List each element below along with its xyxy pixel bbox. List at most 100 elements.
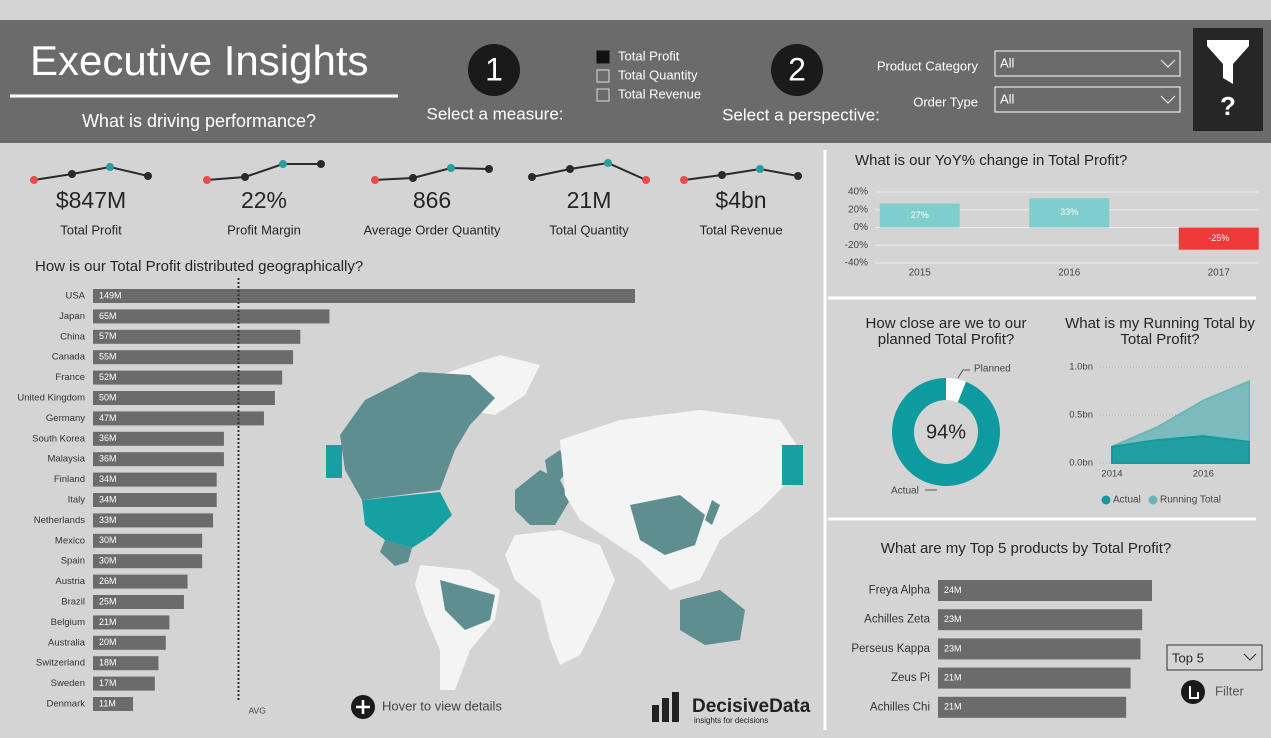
value-label: 21M bbox=[944, 702, 962, 712]
kpi-label: Total Revenue bbox=[699, 222, 782, 237]
category-label: USA bbox=[65, 291, 85, 302]
sparkline-point bbox=[241, 173, 249, 181]
kpi-label: Average Order Quantity bbox=[363, 222, 501, 237]
x-tick-label: 2016 bbox=[1058, 268, 1081, 279]
value-label: 33% bbox=[1060, 207, 1078, 217]
bar bbox=[938, 609, 1143, 631]
kpi-value: 22% bbox=[241, 187, 287, 213]
sparkline-point bbox=[642, 176, 650, 184]
value-label: 55M bbox=[99, 352, 117, 362]
value-label: 18M bbox=[99, 658, 117, 668]
measure-checkbox[interactable] bbox=[596, 69, 610, 83]
donut-segment bbox=[891, 378, 1000, 487]
value-label: 36M bbox=[99, 454, 117, 464]
bar bbox=[93, 329, 301, 344]
chart-title-box: How close are we to our planned Total Pr… bbox=[866, 316, 1027, 348]
value-label: 57M bbox=[99, 331, 117, 341]
value-label: 65M bbox=[99, 311, 117, 321]
sparkline bbox=[33, 165, 149, 181]
x-tick-label: 2014 bbox=[1101, 469, 1122, 480]
value-label: 30M bbox=[99, 535, 117, 545]
kpi-label: Total Quantity bbox=[549, 222, 629, 237]
sparkline-point bbox=[371, 176, 379, 184]
sparkline-point bbox=[68, 170, 76, 178]
bar bbox=[938, 667, 1131, 689]
filter-icon bbox=[1181, 680, 1205, 704]
bar bbox=[93, 697, 134, 711]
logo-tagline: insights for decisions bbox=[694, 716, 768, 725]
value-label: 25M bbox=[99, 596, 117, 606]
step-number: 1 bbox=[485, 51, 503, 87]
category-label: Italy bbox=[68, 495, 86, 506]
value-label: 11M bbox=[99, 698, 116, 708]
category-label: Canada bbox=[52, 352, 86, 363]
category-label: Freya Alpha bbox=[869, 585, 931, 597]
value-label: 30M bbox=[99, 556, 117, 566]
sparkline-point bbox=[409, 174, 417, 182]
funnel-icon bbox=[1207, 40, 1249, 84]
measure-checkbox[interactable] bbox=[596, 50, 610, 64]
filter-hint: Filter bbox=[1215, 683, 1245, 698]
chart-title: What are my Top 5 products by Total Prof… bbox=[881, 540, 1171, 557]
chart-title-box: What is my Running Total by Total Profit… bbox=[1065, 316, 1255, 348]
measure-checkbox[interactable] bbox=[596, 88, 610, 102]
x-tick-label: 2017 bbox=[1208, 268, 1231, 279]
segment-label: Planned bbox=[974, 364, 1011, 375]
category-label: Australia bbox=[48, 637, 86, 648]
bar bbox=[93, 656, 159, 671]
value-label: 27% bbox=[911, 210, 929, 220]
sparkline-point bbox=[317, 160, 325, 168]
filter-dropdown[interactable] bbox=[994, 50, 1181, 77]
category-label: Perseus Kappa bbox=[851, 643, 930, 655]
sparkline-point bbox=[144, 172, 152, 180]
sparkline-point bbox=[203, 176, 211, 184]
hand-icon bbox=[1189, 686, 1199, 699]
bar bbox=[93, 513, 214, 528]
legend-marker bbox=[1148, 495, 1158, 505]
value-label: 33M bbox=[99, 515, 117, 525]
measure-option: Total Revenue bbox=[618, 86, 701, 101]
category-label: Belgium bbox=[51, 617, 85, 628]
measure-option: Total Profit bbox=[618, 48, 680, 63]
category-label: Malaysia bbox=[48, 454, 86, 465]
bar bbox=[1178, 227, 1259, 250]
category-label: Austria bbox=[55, 576, 85, 587]
sparkline-point bbox=[528, 173, 536, 181]
leader-line bbox=[957, 369, 970, 379]
bar bbox=[938, 580, 1152, 601]
legend-marker bbox=[1101, 495, 1111, 505]
value-label: 50M bbox=[99, 392, 117, 402]
bar bbox=[93, 370, 283, 385]
bar bbox=[938, 638, 1141, 660]
subtitle: What is driving performance? bbox=[82, 111, 316, 131]
filter-dropdown[interactable] bbox=[994, 86, 1181, 113]
bar bbox=[93, 615, 170, 630]
category-label: Sweden bbox=[51, 678, 85, 689]
bar bbox=[1029, 198, 1110, 228]
chart-title: What is our YoY% change in Total Profit? bbox=[855, 152, 1127, 169]
kpi-value: 866 bbox=[413, 187, 451, 213]
top-n-dropdown[interactable] bbox=[1166, 644, 1263, 671]
sparkline-point bbox=[680, 176, 688, 184]
legend-label: Running Total bbox=[1160, 495, 1221, 506]
measure-option: Total Quantity bbox=[618, 67, 698, 82]
step-number: 2 bbox=[788, 51, 806, 87]
filter-value: All bbox=[1000, 55, 1015, 70]
category-label: Achilles Zeta bbox=[864, 614, 930, 626]
bar bbox=[93, 391, 275, 405]
sparkline-point bbox=[279, 160, 287, 168]
help-mark: ? bbox=[1220, 91, 1236, 121]
bar bbox=[93, 350, 294, 365]
category-label: Achilles Chi bbox=[870, 701, 930, 713]
segment-label: Actual bbox=[891, 486, 919, 497]
measure-prompt: Select a measure: bbox=[426, 104, 563, 123]
value-label: 23M bbox=[944, 643, 962, 653]
bar bbox=[93, 574, 188, 589]
category-label: Brazil bbox=[61, 597, 85, 608]
header-band bbox=[0, 20, 1271, 143]
bar bbox=[93, 472, 217, 487]
bar bbox=[93, 533, 203, 548]
logo: DecisiveData bbox=[692, 696, 811, 717]
plus-icon bbox=[356, 700, 370, 714]
